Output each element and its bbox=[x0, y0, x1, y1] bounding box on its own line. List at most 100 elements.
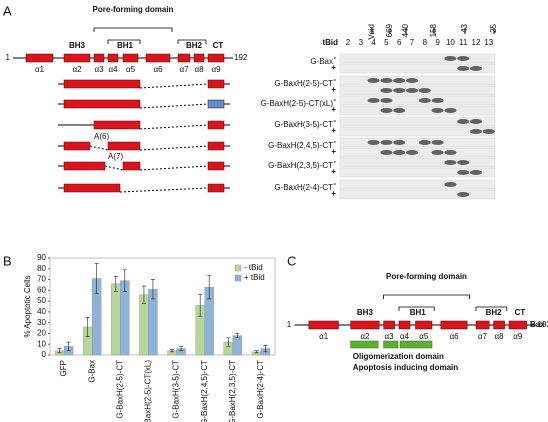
band bbox=[393, 88, 406, 93]
band bbox=[406, 88, 418, 93]
helix-label: α8 bbox=[495, 332, 505, 341]
deletion bbox=[139, 83, 209, 89]
error-bar bbox=[179, 346, 184, 351]
y-tick-label: 90 bbox=[37, 253, 46, 262]
x-tick-label: G-BaxH(2-5)-CT(xL) bbox=[144, 360, 153, 422]
band bbox=[444, 182, 457, 187]
oligo-box bbox=[399, 340, 433, 349]
oligo-box bbox=[383, 340, 399, 349]
tbid-sign: + bbox=[331, 189, 336, 198]
y-tick-label: 40 bbox=[37, 307, 46, 316]
tbid-sign: + bbox=[331, 85, 336, 94]
construct-name: G-BaxH(3-5)-CT bbox=[274, 120, 333, 129]
x-tick-label: G-BaxH(2,3,5)-CT bbox=[228, 360, 237, 422]
blot-strip bbox=[339, 53, 496, 64]
band bbox=[367, 78, 380, 83]
helix bbox=[63, 53, 91, 63]
band bbox=[431, 98, 444, 103]
helix-label: α4 bbox=[400, 332, 410, 341]
legend-swatch bbox=[234, 264, 242, 272]
band bbox=[431, 140, 444, 145]
y-tick-label: 70 bbox=[37, 275, 46, 284]
helix-label: α8 bbox=[194, 65, 204, 74]
lane-number: 5 bbox=[384, 38, 389, 47]
helix-label: α6 bbox=[153, 65, 163, 74]
band bbox=[444, 56, 457, 61]
error-bar bbox=[66, 341, 71, 351]
ct-domain bbox=[207, 183, 225, 193]
tbid-sign: + bbox=[331, 63, 336, 72]
start-label: 1 bbox=[6, 53, 11, 62]
band bbox=[406, 150, 418, 155]
helix-label: α1 bbox=[35, 65, 45, 74]
band bbox=[393, 150, 406, 155]
construct-name: G-BaxH(2-4)-CT bbox=[274, 183, 333, 192]
helix-label: α6 bbox=[449, 332, 459, 341]
legend-label: - tBid bbox=[244, 263, 263, 272]
construct-helices bbox=[63, 161, 106, 171]
tbid-sign: - bbox=[333, 137, 336, 146]
apoptosis-label: Apoptosis inducing domain bbox=[353, 363, 458, 372]
helix bbox=[508, 320, 527, 330]
bracket bbox=[475, 306, 508, 311]
bracket bbox=[398, 306, 435, 311]
lane-number: 9 bbox=[435, 38, 440, 47]
deletion bbox=[139, 165, 209, 171]
helix-label: α2 bbox=[360, 332, 370, 341]
blot-strip bbox=[339, 157, 496, 168]
bar bbox=[139, 294, 149, 356]
band bbox=[418, 88, 431, 93]
band bbox=[431, 108, 444, 113]
helix bbox=[308, 320, 339, 330]
mutation: A(7) bbox=[108, 152, 123, 161]
band bbox=[367, 140, 380, 145]
tbid-sign: - bbox=[333, 95, 336, 104]
helix bbox=[25, 53, 54, 63]
x-tick-label: G-BaxH(2,4,5)-CT bbox=[200, 360, 209, 422]
band bbox=[470, 119, 482, 124]
bracket bbox=[177, 39, 207, 44]
error-bar bbox=[113, 276, 118, 292]
tbid-sign: + bbox=[331, 167, 336, 176]
tbid-sign: - bbox=[333, 53, 336, 62]
blot-strip bbox=[339, 137, 496, 148]
lane-number: 6 bbox=[397, 38, 402, 47]
construct-name: G-BaxH(2-5)-CT bbox=[274, 79, 333, 88]
legend-label: + tBid bbox=[244, 273, 265, 282]
band bbox=[406, 78, 418, 83]
y-tick-label: 20 bbox=[37, 329, 46, 338]
domain-label: BH2 bbox=[486, 308, 503, 317]
band bbox=[418, 140, 431, 145]
lane-number: 8 bbox=[423, 38, 428, 47]
helix bbox=[207, 53, 225, 63]
helix bbox=[440, 320, 468, 330]
ct-domain bbox=[207, 161, 225, 171]
construct-helices bbox=[63, 79, 141, 89]
y-tick-label: 10 bbox=[37, 339, 46, 348]
bracket bbox=[93, 27, 173, 32]
tbid-sign: - bbox=[333, 179, 336, 188]
helix-label: α2 bbox=[72, 65, 82, 74]
error-bar bbox=[94, 263, 99, 294]
ct-domain bbox=[207, 99, 225, 109]
band bbox=[457, 160, 470, 165]
lane-number: 11 bbox=[459, 38, 468, 47]
bar bbox=[232, 335, 242, 356]
oligo-label: Oligomerization domain bbox=[353, 352, 444, 361]
helix-label: α3 bbox=[385, 332, 395, 341]
y-tick-label: 60 bbox=[37, 285, 46, 294]
x-tick-label: G-BaxH(2-5)-CT bbox=[115, 360, 124, 419]
blot-strip bbox=[339, 126, 496, 137]
band bbox=[380, 78, 393, 83]
helix-label: α9 bbox=[211, 65, 221, 74]
helix bbox=[398, 320, 411, 330]
helix-label: α3 bbox=[94, 65, 104, 74]
bar bbox=[120, 280, 130, 356]
tbid-sign: + bbox=[331, 105, 336, 114]
construct-helices bbox=[63, 141, 91, 151]
error-bar bbox=[226, 337, 231, 347]
lane-number: 2 bbox=[346, 38, 351, 47]
tbid-label: tBid bbox=[322, 38, 338, 47]
band bbox=[457, 192, 470, 197]
blot-strip bbox=[339, 63, 496, 74]
